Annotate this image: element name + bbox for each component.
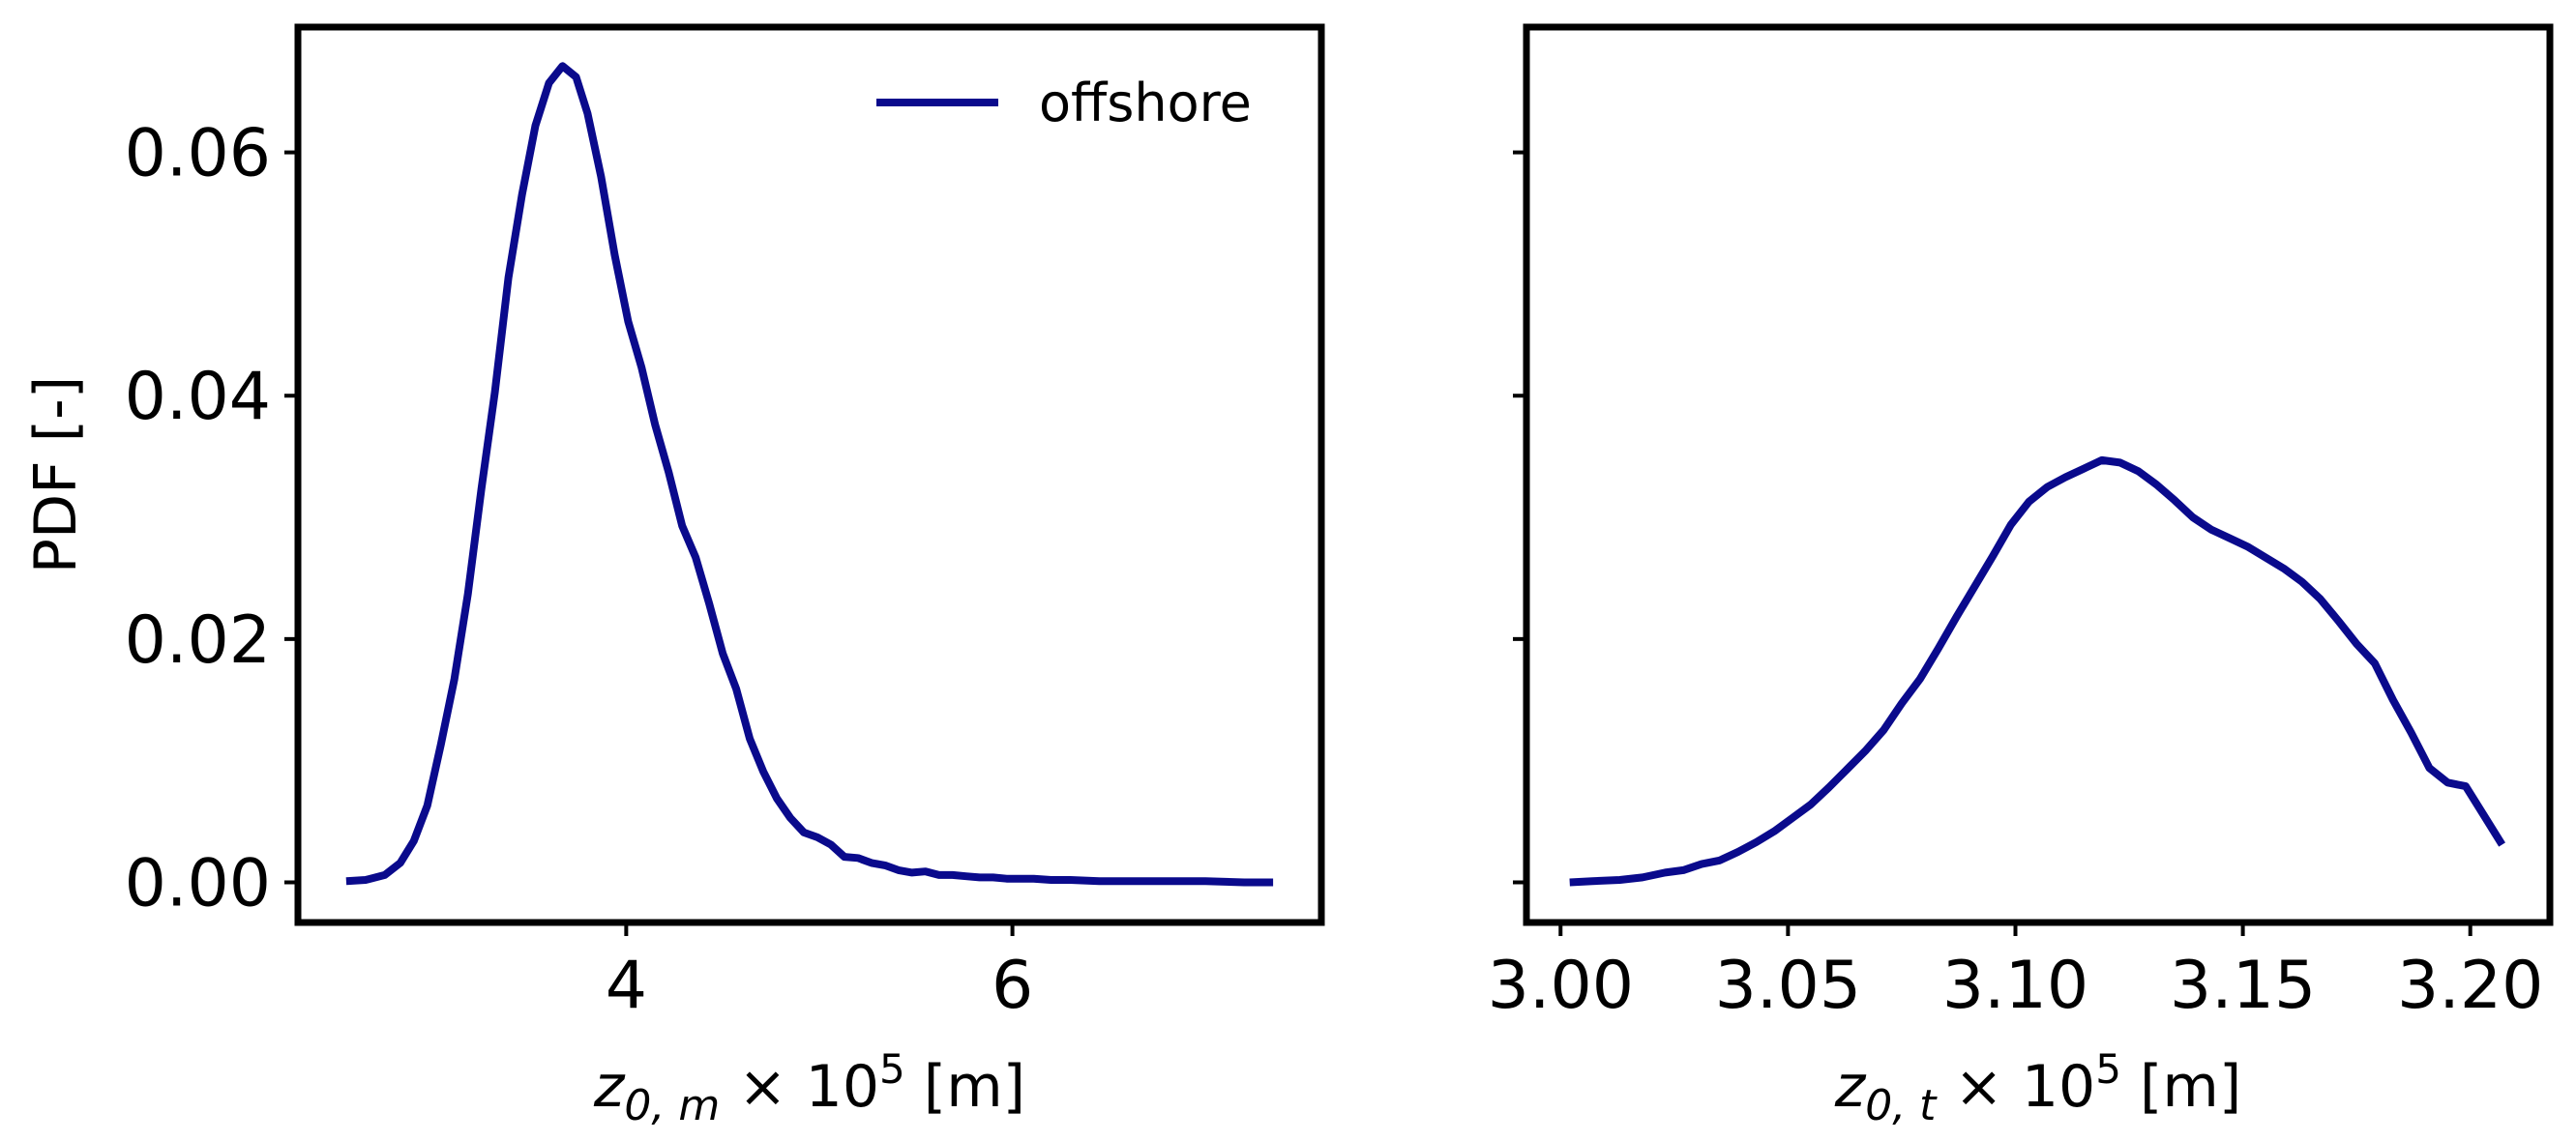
x-tick-label-1: 6 [992,948,1033,1024]
x-axis-label-suffix: × 10 [1936,1053,2095,1121]
x-tick-label-1: 3.05 [1715,948,1861,1024]
x-tick-label-2: 3.10 [1942,948,2088,1024]
x-axis-label: z0, t × 105 [m] [1834,1045,2242,1130]
x-axis-label-unit: [m] [2121,1053,2241,1121]
x-axis-label-base: z [1834,1053,1867,1121]
x-axis-label: z0, m × 105 [m] [593,1045,1025,1130]
y-tick-label-2: 0.04 [125,359,271,435]
x-axis-label-unit: [m] [905,1053,1025,1121]
legend-label-0: offshore [1039,73,1252,133]
y-tick-label-1: 0.02 [125,602,271,679]
axes-frame [294,23,1325,926]
left-panel: 0.00 0.02 0.04 0.06 4 6 z0, m × 105 [m] PDF [-]… [22,23,1325,1130]
y-axis-label: PDF [-] [22,376,90,573]
x-axis-label-subscript: 0, m [624,1081,720,1130]
x-axis-label-subscript: 0, t [1865,1081,1938,1130]
series-line-0 [1569,455,2505,887]
x-tick-label-3: 3.15 [2170,948,2316,1024]
x-axis-label-exponent: 5 [879,1045,905,1093]
right-panel: 3.00 3.05 3.10 3.15 3.20 z0, t × 105 [m] [1488,23,2554,1130]
x-axis-label-exponent: 5 [2095,1045,2121,1093]
y-tick-label-3: 0.06 [125,116,271,192]
series-line-0 [345,62,1274,887]
x-tick-label-0: 3.00 [1488,948,1634,1024]
x-tick-label-0: 4 [606,948,647,1024]
x-axis-label-suffix: × 10 [720,1053,879,1121]
x-axis-label-base: z [593,1053,626,1121]
x-tick-label-4: 3.20 [2397,948,2543,1024]
y-tick-label-0: 0.00 [125,845,271,922]
axes-frame [1523,23,2554,926]
